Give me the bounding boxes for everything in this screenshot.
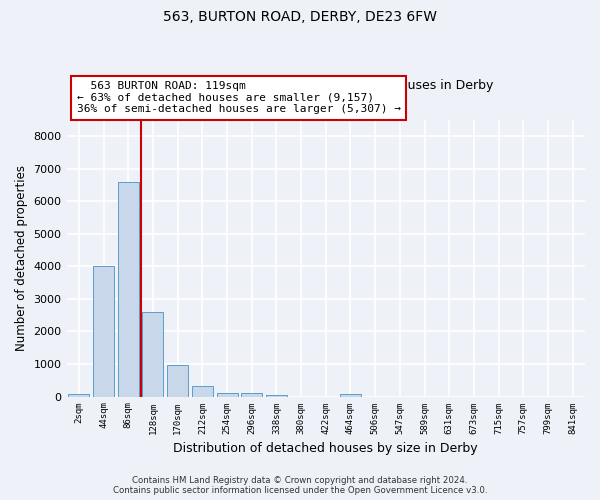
Bar xyxy=(68,394,89,396)
Bar xyxy=(266,394,287,396)
Bar xyxy=(340,394,361,396)
Bar xyxy=(93,266,114,396)
Bar xyxy=(217,392,238,396)
Bar xyxy=(241,394,262,396)
Text: Contains HM Land Registry data © Crown copyright and database right 2024.
Contai: Contains HM Land Registry data © Crown c… xyxy=(113,476,487,495)
Bar xyxy=(167,366,188,396)
Title: Size of property relative to detached houses in Derby: Size of property relative to detached ho… xyxy=(158,80,493,92)
Bar xyxy=(142,312,163,396)
Text: 563, BURTON ROAD, DERBY, DE23 6FW: 563, BURTON ROAD, DERBY, DE23 6FW xyxy=(163,10,437,24)
Bar xyxy=(192,386,213,396)
Text: 563 BURTON ROAD: 119sqm
← 63% of detached houses are smaller (9,157)
36% of semi: 563 BURTON ROAD: 119sqm ← 63% of detache… xyxy=(77,81,401,114)
Y-axis label: Number of detached properties: Number of detached properties xyxy=(15,165,28,351)
X-axis label: Distribution of detached houses by size in Derby: Distribution of detached houses by size … xyxy=(173,442,478,455)
Bar xyxy=(118,182,139,396)
